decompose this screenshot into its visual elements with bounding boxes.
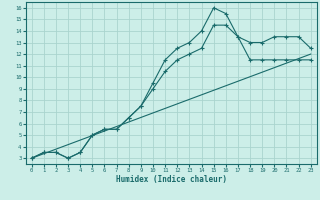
X-axis label: Humidex (Indice chaleur): Humidex (Indice chaleur) [116, 175, 227, 184]
